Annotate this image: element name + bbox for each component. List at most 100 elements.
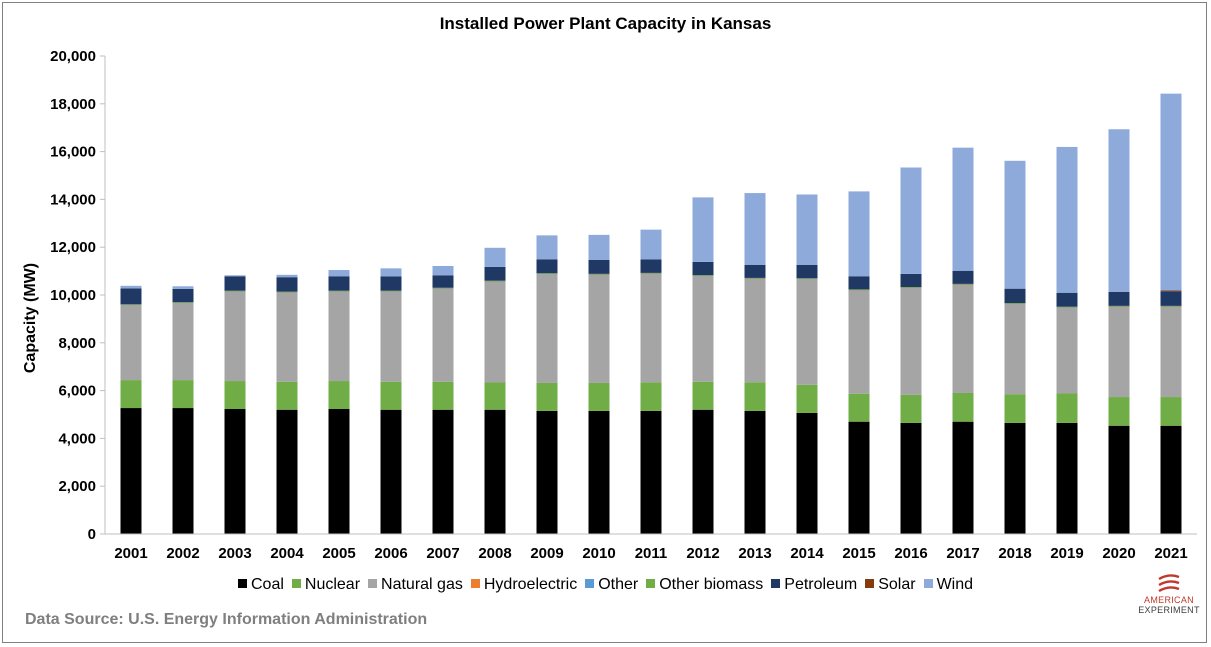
bar-nuclear-2006: [380, 381, 402, 410]
bar-wind-2018: [1004, 160, 1026, 289]
bar-natural-gas-2018: [1004, 303, 1026, 395]
legend-label: Wind: [936, 576, 974, 593]
bar-natural-gas-2001: [120, 304, 142, 381]
bar-other-biomass-2002: [172, 302, 194, 303]
bar-natural-gas-2010: [588, 274, 610, 383]
bar-other-biomass-2010: [588, 273, 610, 275]
bar-other-biomass-2020: [1108, 305, 1130, 307]
bar-natural-gas-2021: [1160, 306, 1182, 398]
chart-title: Installed Power Plant Capacity in Kansas: [439, 14, 772, 33]
bar-coal-2011: [640, 410, 662, 534]
bar-other-biomass-2003: [224, 290, 246, 292]
bar-other-biomass-2013: [744, 277, 766, 279]
y-tick-label: 14,000: [50, 191, 96, 208]
bar-wind-2010: [588, 234, 610, 260]
legend-swatch: [291, 579, 301, 588]
bar-coal-2015: [848, 421, 870, 534]
bar-wind-2013: [744, 193, 766, 265]
y-tick-label: 16,000: [50, 144, 96, 161]
y-tick-label: 4,000: [58, 430, 96, 447]
y-tick-label: 0: [88, 526, 96, 543]
legend-swatch: [865, 579, 875, 588]
x-tick-label: 2020: [1102, 545, 1135, 562]
legend-label: Hydroelectric: [483, 576, 578, 593]
bar-other-biomass-2019: [1056, 306, 1078, 308]
bar-other-biomass-2016: [900, 286, 922, 288]
bar-wind-2002: [172, 286, 194, 289]
bar-natural-gas-2002: [172, 302, 194, 381]
legend-item-natural-gas: Natural gas: [368, 576, 463, 594]
x-tick-label: 2009: [530, 545, 563, 562]
bar-nuclear-2003: [224, 381, 246, 410]
bar-wind-2008: [484, 247, 506, 267]
legend-label: Petroleum: [784, 576, 858, 593]
legend-label: Nuclear: [304, 576, 361, 593]
x-tick-label: 2001: [114, 545, 147, 562]
flag-stripes-icon: [1158, 574, 1180, 593]
bar-natural-gas-2019: [1056, 306, 1078, 394]
bar-natural-gas-2012: [692, 275, 714, 382]
bar-nuclear-2015: [848, 393, 870, 422]
bar-nuclear-2011: [640, 382, 662, 411]
bar-nuclear-2013: [744, 382, 766, 411]
bar-petroleum-2017: [952, 270, 974, 284]
bar-wind-2015: [848, 191, 870, 277]
legend-swatch: [923, 579, 933, 588]
bar-natural-gas-2016: [900, 287, 922, 395]
legend-item-wind: Wind: [923, 576, 974, 594]
bar-wind-2016: [900, 167, 922, 274]
legend-item-other-biomass: Other biomass: [646, 576, 763, 594]
bar-nuclear-2017: [952, 392, 974, 422]
bar-natural-gas-2006: [380, 290, 402, 382]
bar-wind-2021: [1160, 93, 1182, 291]
bar-nuclear-2019: [1056, 393, 1078, 423]
bar-natural-gas-2017: [952, 284, 974, 393]
bar-coal-2006: [380, 409, 402, 534]
bar-petroleum-2018: [1004, 288, 1026, 304]
bar-natural-gas-2008: [484, 280, 506, 383]
bar-other-biomass-2018: [1004, 303, 1026, 304]
x-tick-label: 2006: [374, 545, 407, 562]
legend-swatch: [368, 579, 378, 588]
bar-wind-2012: [692, 197, 714, 262]
bar-coal-2019: [1056, 422, 1078, 534]
bar-petroleum-2004: [276, 277, 298, 292]
bar-natural-gas-2011: [640, 273, 662, 383]
legend-label: Other: [598, 576, 639, 593]
bar-other-biomass-2009: [536, 273, 558, 274]
y-tick-label: 2,000: [58, 478, 96, 495]
legend-item-solar: Solar: [865, 576, 916, 594]
bar-other-biomass-2021: [1160, 305, 1182, 307]
bar-other-biomass-2006: [380, 290, 402, 292]
bar-natural-gas-2009: [536, 273, 558, 383]
bar-natural-gas-2015: [848, 289, 870, 394]
bar-natural-gas-2003: [224, 290, 246, 382]
bar-petroleum-2013: [744, 264, 766, 278]
bar-other-biomass-2015: [848, 289, 870, 290]
legend-label: Solar: [878, 576, 916, 593]
bar-wind-2001: [120, 285, 142, 289]
bar-petroleum-2011: [640, 259, 662, 273]
bar-nuclear-2007: [432, 381, 454, 410]
x-tick-label: 2016: [894, 545, 927, 562]
bar-coal-2007: [432, 409, 454, 534]
x-tick-label: 2002: [166, 545, 199, 562]
bar-natural-gas-2013: [744, 278, 766, 383]
legend-swatch: [470, 579, 480, 588]
bar-other-biomass-2012: [692, 275, 714, 276]
x-tick-label: 2013: [738, 545, 771, 562]
bar-wind-2019: [1056, 146, 1078, 293]
bar-petroleum-2006: [380, 276, 402, 291]
bar-solar-2021: [1160, 290, 1182, 292]
bar-petroleum-2005: [328, 276, 350, 291]
bar-nuclear-2018: [1004, 394, 1026, 423]
y-tick-label: 8,000: [58, 335, 96, 352]
legend-swatch: [237, 579, 247, 588]
bar-wind-2011: [640, 229, 662, 260]
bar-coal-2017: [952, 421, 974, 534]
bar-petroleum-2015: [848, 276, 870, 290]
bar-other-biomass-2011: [640, 272, 662, 274]
bar-petroleum-2019: [1056, 292, 1078, 307]
bar-petroleum-2016: [900, 273, 922, 287]
x-tick-label: 2012: [686, 545, 719, 562]
